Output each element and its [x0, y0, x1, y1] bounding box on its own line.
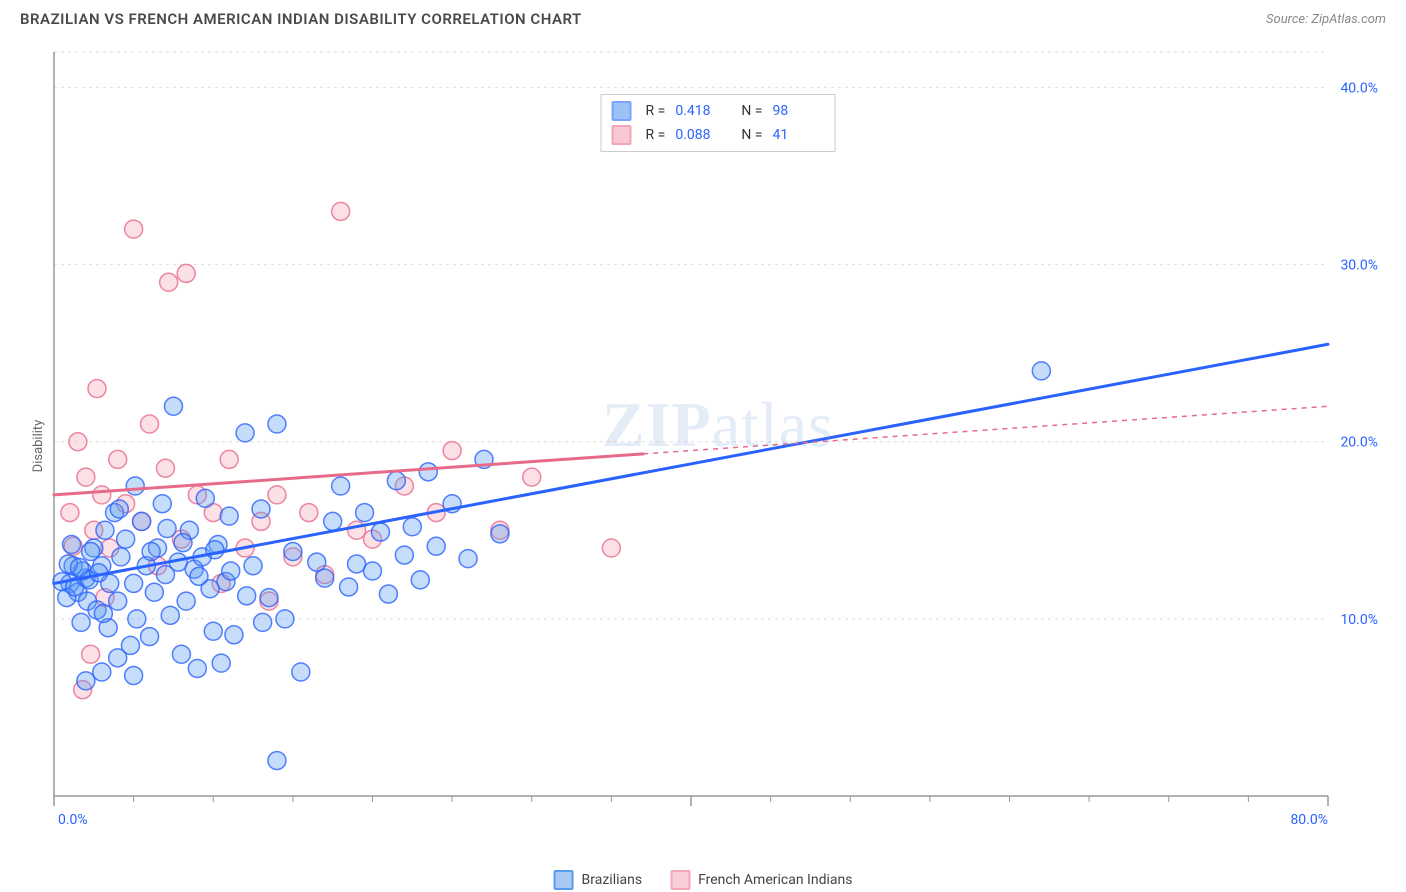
legend-label: French American Indians	[698, 872, 852, 888]
svg-text:80.0%: 80.0%	[1290, 812, 1328, 828]
correlation-legend: R =0.418N =98R =0.088N =41	[601, 94, 836, 152]
legend-swatch	[612, 101, 632, 121]
plot-area: 10.0%20.0%30.0%40.0%0.0%80.0% ZIPatlas R…	[48, 46, 1388, 836]
scatter-plot: 10.0% 20.0% 30.0% 40.0% 0.0% 80.0%	[48, 46, 1388, 836]
legend-swatch	[612, 125, 632, 145]
corr-legend-row: R =0.088N =41	[612, 123, 825, 147]
corr-legend-row: R =0.418N =98	[612, 99, 825, 123]
svg-text:0.0%: 0.0%	[58, 812, 88, 828]
legend-label: Brazilians	[582, 872, 643, 888]
legend-item: French American Indians	[670, 870, 852, 890]
legend-swatch	[670, 870, 690, 890]
svg-text:30.0%: 30.0%	[1340, 258, 1378, 274]
series-legend: Brazilians French American Indians	[554, 870, 853, 890]
svg-text:10.0%: 10.0%	[1340, 612, 1378, 628]
legend-item: Brazilians	[554, 870, 643, 890]
svg-text:40.0%: 40.0%	[1340, 80, 1378, 96]
source-label: Source: ZipAtlas.com	[1266, 12, 1386, 27]
legend-swatch	[554, 870, 574, 890]
svg-text:20.0%: 20.0%	[1340, 435, 1378, 451]
y-axis-label: Disability	[31, 420, 46, 473]
chart-title: BRAZILIAN VS FRENCH AMERICAN INDIAN DISA…	[20, 10, 582, 28]
